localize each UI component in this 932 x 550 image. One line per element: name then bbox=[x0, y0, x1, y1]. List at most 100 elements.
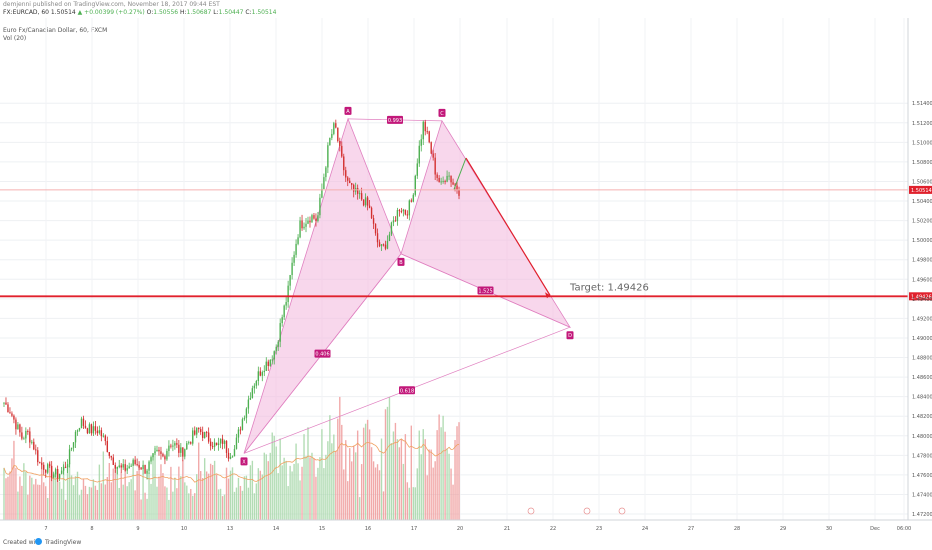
volume-bar bbox=[182, 460, 184, 520]
volume-bar bbox=[354, 452, 357, 520]
volume-bar bbox=[92, 479, 95, 520]
candle-body bbox=[345, 170, 347, 178]
volume-bar bbox=[84, 485, 87, 520]
volume-bar bbox=[144, 492, 146, 520]
ratio-label: 0.406 bbox=[315, 352, 329, 358]
volume-bar bbox=[9, 471, 11, 520]
candle-body bbox=[253, 385, 256, 389]
point-label: B bbox=[399, 260, 403, 266]
volume-bar bbox=[15, 467, 17, 520]
candle-body bbox=[329, 137, 331, 146]
volume-bar bbox=[160, 464, 162, 520]
volume-bar bbox=[289, 465, 291, 520]
candle-body bbox=[245, 408, 248, 418]
projection-leg-up bbox=[453, 157, 467, 190]
volume-bar bbox=[285, 460, 287, 520]
volume-bar bbox=[17, 491, 19, 520]
candle-body bbox=[265, 361, 267, 371]
candle-body bbox=[301, 220, 303, 229]
y-tick-label: 1.47800 bbox=[912, 453, 932, 459]
volume-bar bbox=[60, 488, 63, 520]
volume-bar bbox=[130, 479, 132, 520]
candle-body bbox=[184, 449, 186, 457]
candle-body bbox=[422, 121, 424, 140]
candle-body bbox=[124, 464, 126, 471]
volume-bar bbox=[335, 450, 337, 520]
candle-body bbox=[378, 242, 381, 247]
y-tick-label: 1.48200 bbox=[912, 414, 932, 420]
volume-bar bbox=[108, 463, 110, 520]
target-annotation: Target: 1.49426 bbox=[569, 282, 649, 293]
volume-bar bbox=[100, 483, 103, 520]
volume-bar bbox=[188, 493, 190, 520]
candle-body bbox=[364, 197, 367, 206]
volume-bar bbox=[76, 471, 79, 520]
volume-bar bbox=[452, 484, 454, 520]
volume-bar bbox=[261, 474, 263, 520]
volume-bar bbox=[265, 454, 267, 520]
volume-bar bbox=[23, 463, 25, 520]
volume-bar bbox=[390, 443, 393, 520]
candle-body bbox=[388, 234, 391, 241]
volume-bar bbox=[249, 465, 252, 520]
candle-body bbox=[233, 448, 236, 457]
candle-body bbox=[90, 424, 93, 434]
volume-bar bbox=[164, 486, 166, 520]
volume-bar bbox=[247, 487, 250, 520]
volume-bar bbox=[434, 461, 436, 520]
high-label: H: bbox=[180, 9, 187, 16]
y-tick-label: 1.51000 bbox=[912, 140, 932, 146]
ratio-badge bbox=[477, 286, 494, 295]
volume-bar bbox=[311, 452, 313, 520]
candle-body bbox=[80, 418, 83, 428]
volume-bar bbox=[27, 494, 29, 520]
volume-bar bbox=[339, 396, 341, 520]
volume-bar bbox=[122, 484, 124, 520]
volume-bar bbox=[136, 471, 138, 520]
candle-body bbox=[182, 447, 184, 457]
volume-bar bbox=[446, 448, 448, 520]
candle-body bbox=[275, 346, 277, 352]
volume-bar bbox=[307, 427, 309, 520]
volume-bar bbox=[72, 485, 75, 520]
volume-bar bbox=[360, 464, 363, 520]
volume-bar bbox=[243, 476, 246, 520]
volume-bar bbox=[134, 490, 136, 520]
x-tick-label: Dec bbox=[870, 526, 880, 532]
volume-bar bbox=[80, 489, 83, 520]
x-tick-label: 8 bbox=[90, 526, 93, 532]
volume-bar bbox=[118, 487, 120, 520]
candle-body bbox=[198, 427, 200, 430]
candle-body bbox=[251, 388, 254, 398]
candle-body bbox=[190, 442, 192, 444]
candle-body bbox=[446, 175, 448, 182]
volume-bar bbox=[207, 473, 210, 520]
ratio-label: 1.525 bbox=[478, 289, 492, 295]
volume-bar bbox=[106, 477, 109, 520]
candle-body bbox=[160, 451, 162, 454]
volume-bar bbox=[299, 480, 301, 520]
volume-bar bbox=[31, 477, 33, 520]
candle-body bbox=[19, 424, 21, 433]
volume-bar bbox=[196, 474, 198, 520]
x-tick-label: 13 bbox=[227, 526, 233, 532]
candle-body bbox=[227, 452, 230, 459]
open-value: 1.50556 bbox=[153, 9, 179, 16]
footer-bar: Created with TradingView bbox=[0, 536, 932, 550]
ohlc-legend: FX:EURCAD, 60 1.50514 ▲ +0.00399 (+0.27%… bbox=[3, 9, 276, 16]
candle-body bbox=[434, 157, 436, 175]
volume-bar bbox=[186, 485, 188, 520]
brand-name[interactable]: TradingView bbox=[45, 539, 82, 546]
candle-body bbox=[257, 371, 260, 382]
candle-body bbox=[166, 450, 168, 460]
candle-body bbox=[277, 341, 279, 347]
volume-bar bbox=[47, 497, 49, 520]
candle-body bbox=[144, 464, 146, 474]
candle-body bbox=[376, 233, 379, 243]
volume-bar bbox=[400, 439, 403, 520]
volume-bar bbox=[277, 473, 279, 520]
candle-body bbox=[249, 397, 252, 400]
candle-body bbox=[13, 415, 15, 420]
candle-body bbox=[96, 430, 99, 434]
